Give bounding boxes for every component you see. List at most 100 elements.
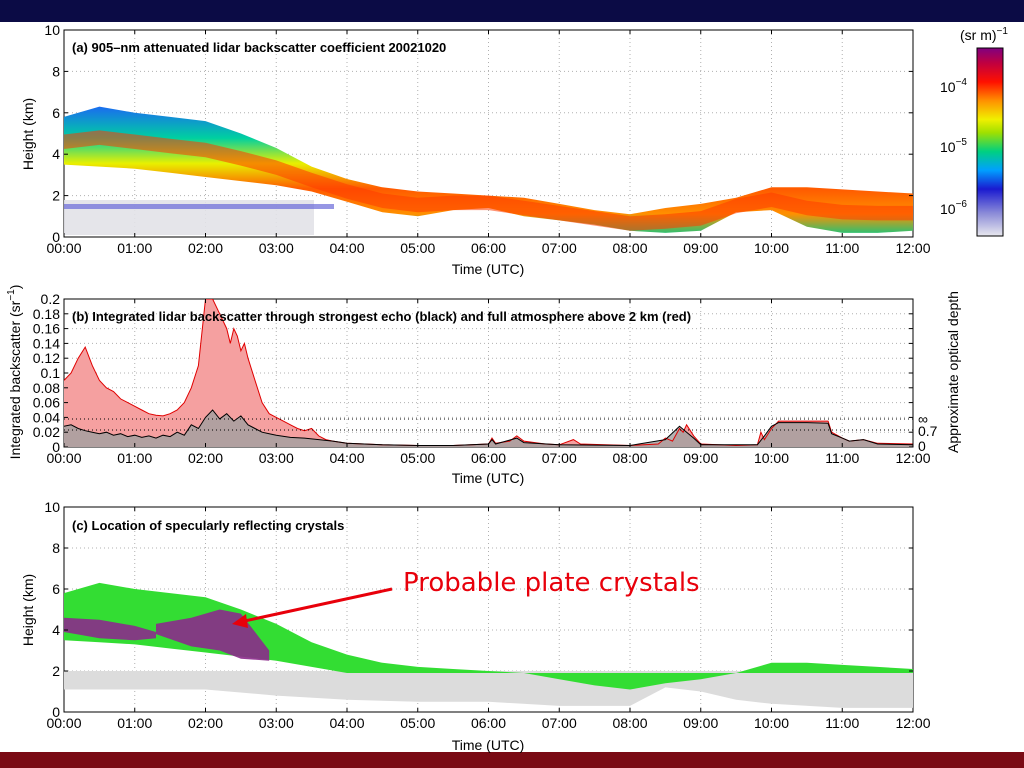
y-tick-label: 4 [52, 146, 60, 162]
x-tick-label: 04:00 [329, 240, 364, 256]
x-tick-label: 07:00 [542, 715, 577, 731]
panel-a: (a) 905–nm attenuated lidar backscatter … [20, 22, 1008, 277]
x-tick-label: 07:00 [542, 240, 577, 256]
y-tick-label: 0.1 [41, 365, 61, 381]
panel-c-xlabel: Time (UTC) [452, 737, 525, 753]
y-tick-label: 10 [44, 499, 60, 515]
panel-c-low-signal-region [64, 671, 913, 708]
x-tick-label: 05:00 [400, 450, 435, 466]
panel-a-title: (a) 905–nm attenuated lidar backscatter … [72, 40, 446, 55]
panel-b-ylabel: Integrated backscatter (sr−1) [6, 285, 23, 460]
x-tick-label: 08:00 [612, 715, 647, 731]
y-tick-label: 0.12 [33, 350, 60, 366]
y-tick-label: 4 [52, 622, 60, 638]
x-tick-label: 06:00 [471, 240, 506, 256]
series-black-fill [64, 410, 913, 447]
x-tick-label: 09:00 [683, 450, 718, 466]
panel-a-x-ticks: 00:00 01:00 02:00 03:00 04:00 05:00 06:00 07:00… [46, 30, 931, 256]
y-tick-label: 0.18 [33, 306, 60, 322]
x-tick-label: 08:00 [612, 450, 647, 466]
x-tick-label: 11:00 [825, 450, 859, 466]
panel-c-plate-crystal-region [64, 617, 156, 641]
x-tick-label: 09:00 [683, 715, 718, 731]
panel-b-right-ylabel: Approximate optical depth [945, 291, 961, 453]
panel-c-ylabel: Height (km) [20, 574, 36, 646]
x-tick-label: 10:00 [754, 450, 789, 466]
panel-c-x-ticks: 00:00 01:00 02:00 03:00 04:00 05:00 06:00 07:00… [46, 507, 931, 731]
x-tick-label: 11:00 [825, 240, 859, 256]
x-tick-label: 02:00 [188, 240, 223, 256]
x-tick-label: 01:00 [117, 715, 152, 731]
x-tick-label: 05:00 [400, 240, 435, 256]
panel-b-y-ticks: 00.020.040.060.080.10.120.140.160.180.2 [33, 291, 913, 455]
x-tick-label: 08:00 [612, 240, 647, 256]
series-black-line [64, 409, 913, 447]
panel-a-cloud-core [64, 130, 913, 231]
x-tick-label: 02:00 [188, 715, 223, 731]
y-tick-label: 2 [52, 188, 60, 204]
y-tick-label: 8 [52, 540, 60, 556]
panel-b-grid [64, 299, 913, 447]
colorbar-tick-label: 10−4 [940, 77, 967, 95]
y-tick-label: 6 [52, 105, 60, 121]
colorbar-tick-label: 10−6 [940, 199, 967, 217]
x-tick-label: 01:00 [117, 240, 152, 256]
annotation-arrow [239, 587, 393, 624]
x-tick-label: 04:00 [329, 450, 364, 466]
panel-b-title: (b) Integrated lidar backscatter through… [72, 309, 691, 324]
panel-a-low-blue-band [64, 204, 334, 209]
panel-a-ylabel: Height (km) [20, 98, 36, 170]
x-tick-label: 04:00 [329, 715, 364, 731]
panel-a-xlabel: Time (UTC) [452, 261, 525, 277]
x-tick-label: 01:00 [117, 450, 152, 466]
slide-bottom-bar [0, 752, 1024, 768]
x-tick-label: 00:00 [46, 240, 81, 256]
annotation-label: Probable plate crystals [403, 568, 700, 598]
colorbar-tick-label: 10−5 [940, 137, 967, 155]
x-tick-label: 12:00 [895, 240, 930, 256]
panel-b-right-tick: 0.7 [918, 423, 938, 439]
y-tick-label: 0.2 [41, 291, 61, 307]
y-tick-label: 0.16 [33, 321, 60, 337]
y-tick-label: 0.06 [33, 395, 60, 411]
panel-a-y-ticks: 0 2 4 6 8 10 [44, 22, 913, 245]
y-tick-label: 2 [52, 663, 60, 679]
x-tick-label: 11:00 [825, 715, 859, 731]
colorbar-label: (sr m)−1 [960, 26, 1008, 43]
x-tick-label: 05:00 [400, 715, 435, 731]
panel-b-right-tick: 0 [918, 438, 926, 454]
x-tick-label: 07:00 [542, 450, 577, 466]
x-tick-label: 10:00 [754, 715, 789, 731]
y-tick-label: 0 [52, 229, 60, 245]
panel-b-x-ticks: 00:00 01:00 02:00 03:00 04:00 05:00 06:00 07:00… [46, 299, 931, 466]
panel-b: (b) Integrated lidar backscatter through… [6, 285, 961, 486]
x-tick-label: 00:00 [46, 715, 81, 731]
slide-top-bar [0, 0, 1024, 22]
panel-b-right-tick: ∞ [918, 411, 928, 427]
x-tick-label: 06:00 [471, 450, 506, 466]
colorbar-scale [976, 47, 1004, 237]
panel-c-y-ticks: 0 2 4 6 8 10 [44, 499, 913, 720]
y-tick-label: 6 [52, 581, 60, 597]
y-tick-label: 8 [52, 63, 60, 79]
x-tick-label: 10:00 [754, 240, 789, 256]
annotation-arrowhead [232, 614, 248, 628]
x-tick-label: 12:00 [895, 450, 930, 466]
panel-c: (c) Location of specularly reflecting cr… [20, 499, 931, 753]
x-tick-label: 03:00 [259, 715, 294, 731]
panel-b-xlabel: Time (UTC) [452, 470, 525, 486]
colorbar: (sr m)−1 10−4 10−5 10−6 [940, 26, 1008, 237]
x-tick-label: 12:00 [895, 715, 930, 731]
y-tick-label: 0 [52, 439, 60, 455]
y-tick-label: 0.08 [33, 380, 60, 396]
y-tick-label: 0.04 [33, 409, 60, 425]
y-tick-label: 10 [44, 22, 60, 38]
x-tick-label: 02:00 [188, 450, 223, 466]
x-tick-label: 09:00 [683, 240, 718, 256]
x-tick-label: 06:00 [471, 715, 506, 731]
panel-c-title: (c) Location of specularly reflecting cr… [72, 518, 344, 533]
y-tick-label: 0.02 [33, 424, 60, 440]
x-tick-label: 03:00 [259, 450, 294, 466]
x-tick-label: 00:00 [46, 450, 81, 466]
